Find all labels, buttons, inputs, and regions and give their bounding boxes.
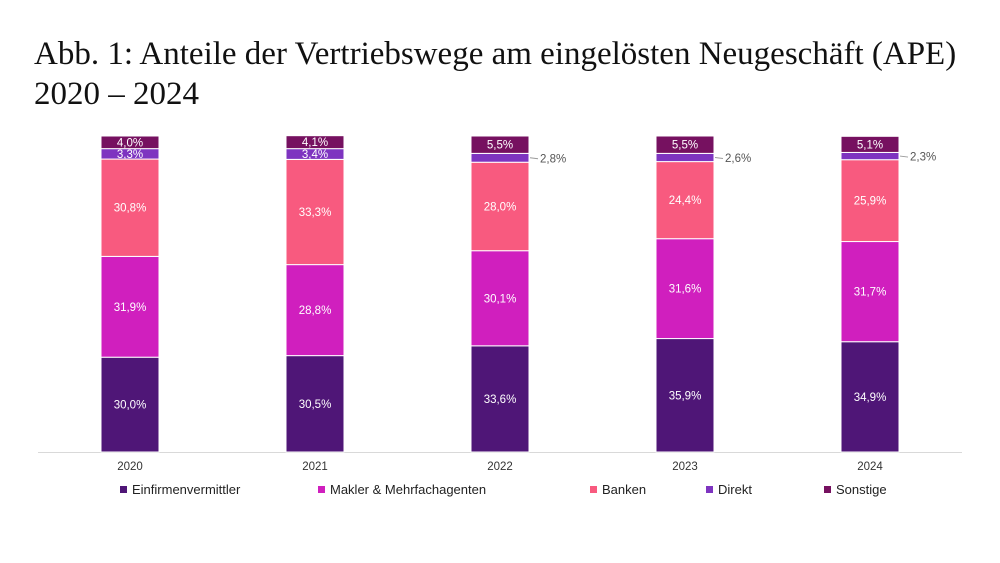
data-label-einfirmenvermittler-2023: 35,9% [669, 390, 702, 402]
data-label-einfirmenvermittler-2024: 34,9% [854, 392, 887, 404]
x-tick-label-2023: 2023 [672, 461, 698, 473]
data-label-banken-2024: 25,9% [854, 196, 887, 208]
legend-label-direkt: Direkt [718, 482, 752, 497]
bar-direkt-2022 [470, 152, 530, 163]
bar-makler-und-mehrfachagenten-2023 [655, 238, 715, 340]
data-label-makler-und-mehrfachagenten-2023: 31,6% [669, 284, 702, 296]
bar-sonstige-2024 [840, 135, 900, 153]
bar-sonstige-2022 [470, 135, 530, 154]
data-label-direkt-2022: 2,8% [540, 153, 566, 165]
data-label-banken-2021: 33,3% [299, 207, 332, 219]
data-label-direkt-2021: 3,4% [302, 149, 328, 161]
data-label-makler-und-mehrfachagenten-2020: 31,9% [114, 302, 147, 314]
legend-label-makler-und-mehrfachagenten: Makler & Mehrfachagenten [330, 482, 487, 497]
legend-item-sonstige: Sonstige [824, 482, 887, 497]
data-label-sonstige-2022: 5,5% [487, 140, 513, 152]
data-label-banken-2022: 28,0% [484, 201, 517, 213]
bar-einfirmenvermittler-2024 [840, 341, 900, 453]
legend-label-einfirmenvermittler: Einfirmenvermittler [132, 482, 241, 497]
bar-makler-und-mehrfachagenten-2021 [285, 264, 345, 357]
legend-swatch-sonstige [824, 486, 831, 493]
legend-label-sonstige: Sonstige [836, 482, 887, 497]
data-label-makler-und-mehrfachagenten-2024: 31,7% [854, 287, 887, 299]
data-label-makler-und-mehrfachagenten-2022: 30,1% [484, 293, 517, 305]
data-label-sonstige-2024: 5,1% [857, 139, 883, 151]
data-label-direkt-2020: 3,3% [117, 149, 143, 161]
bar-einfirmenvermittler-2022 [470, 345, 530, 453]
bar-einfirmenvermittler-2021 [285, 355, 345, 453]
legend-swatch-makler-und-mehrfachagenten [318, 486, 325, 493]
x-tick-label-2022: 2022 [487, 461, 513, 473]
bar-sonstige-2021 [285, 135, 345, 150]
legend-swatch-einfirmenvermittler [120, 486, 127, 493]
bar-banken-2024 [840, 159, 900, 243]
data-label-banken-2023: 24,4% [669, 195, 702, 207]
legend-item-banken: Banken [590, 482, 646, 497]
x-tick-label-2024: 2024 [857, 461, 883, 473]
legend-item-einfirmenvermittler: Einfirmenvermittler [120, 482, 240, 497]
data-label-sonstige-2020: 4,0% [117, 137, 143, 149]
bar-direkt-2023 [655, 152, 715, 163]
bar-banken-2020 [100, 158, 160, 257]
bar-banken-2021 [285, 158, 345, 266]
bar-makler-und-mehrfachagenten-2024 [840, 241, 900, 343]
data-label-sonstige-2021: 4,1% [302, 137, 328, 149]
data-label-direkt-2024: 2,3% [910, 152, 936, 164]
data-label-einfirmenvermittler-2022: 33,6% [484, 394, 517, 406]
legend-item-makler-und-mehrfachagenten: Makler & Mehrfachagenten [318, 482, 486, 497]
bar-direkt-2024 [840, 151, 900, 161]
data-label-sonstige-2023: 5,5% [672, 140, 698, 152]
data-label-einfirmenvermittler-2020: 30,0% [114, 400, 147, 412]
bar-sonstige-2020 [100, 135, 160, 150]
bar-banken-2022 [470, 161, 530, 252]
bar-banken-2023 [655, 161, 715, 240]
legend-label-banken: Banken [602, 482, 647, 497]
chart-title: Abb. 1: Anteile der Vertriebswege am ein… [34, 36, 957, 112]
data-label-einfirmenvermittler-2021: 30,5% [299, 399, 332, 411]
legend-swatch-banken [590, 486, 597, 493]
bar-sonstige-2023 [655, 135, 715, 154]
bar-makler-und-mehrfachagenten-2020 [100, 255, 160, 358]
legend-swatch-direkt [706, 486, 713, 493]
x-tick-label-2021: 2021 [302, 461, 328, 473]
callout-line-direkt-2023 [714, 156, 724, 159]
bar-einfirmenvermittler-2023 [655, 338, 715, 453]
legend-item-direkt: Direkt [706, 482, 752, 497]
callout-line-direkt-2024 [899, 155, 909, 158]
callout-line-direkt-2022 [529, 157, 539, 160]
chart-legend: Einfirmenvermittler Makler & Mehrfachagen… [0, 482, 1000, 502]
bar-einfirmenvermittler-2020 [100, 356, 160, 453]
data-label-banken-2020: 30,8% [114, 203, 147, 215]
data-label-direkt-2023: 2,6% [725, 153, 751, 165]
data-label-makler-und-mehrfachagenten-2021: 28,8% [299, 305, 332, 317]
x-tick-label-2020: 2020 [117, 461, 143, 473]
